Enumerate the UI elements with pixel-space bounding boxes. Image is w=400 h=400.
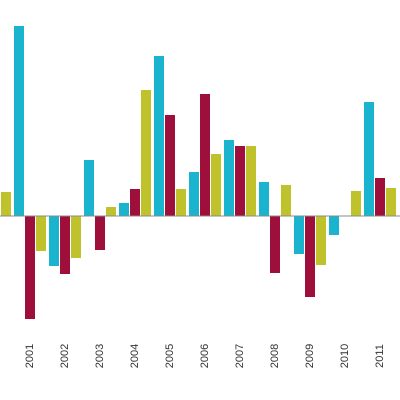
x-tick-label-2011: 2011 (374, 344, 386, 368)
bar-2009-series-1 (294, 216, 304, 254)
x-tick-label-2002: 2002 (59, 344, 71, 368)
x-tick-label-2005: 2005 (164, 344, 176, 368)
bar-2002-series-1 (49, 216, 59, 266)
bar-2007-series-2 (235, 146, 245, 216)
bar-2004-series-2 (130, 189, 140, 216)
x-tick-label-2000: 2000 (0, 344, 1, 368)
x-tick-label-2010: 2010 (339, 344, 351, 368)
bar-2005-series-3 (176, 189, 186, 216)
bar-2001-series-3 (36, 216, 46, 251)
x-tick-label-2008: 2008 (269, 344, 281, 368)
bar-2000-series-3 (1, 192, 11, 216)
bar-2009-series-3 (316, 216, 326, 265)
bar-2011-series-1 (364, 102, 374, 216)
bars-group (1, 26, 396, 319)
bar-2006-series-2 (200, 94, 210, 216)
bar-2007-series-3 (246, 146, 256, 216)
x-tick-labels: 2000 2001 2002 2003 2004 2005 2006 2007 2008 2009… (0, 344, 386, 368)
bar-2005-series-1 (154, 56, 164, 216)
bar-2003-series-3 (106, 207, 116, 216)
bar-2006-series-3 (211, 154, 221, 216)
bar-2008-series-3 (281, 185, 291, 216)
bar-2002-series-3 (71, 216, 81, 258)
bar-2008-series-1 (259, 182, 269, 216)
bar-2011-series-3 (386, 188, 396, 216)
bar-2009-series-2 (305, 216, 315, 297)
x-tick-label-2004: 2004 (129, 344, 141, 368)
x-tick-label-2009: 2009 (304, 344, 316, 368)
bar-2004-series-1 (119, 203, 129, 216)
x-tick-label-2006: 2006 (199, 344, 211, 368)
bar-2004-series-3 (141, 90, 151, 216)
bar-2010-series-1 (329, 216, 339, 235)
bar-2005-series-2 (165, 115, 175, 216)
bar-2003-series-2 (95, 216, 105, 250)
bar-2008-series-2 (270, 216, 280, 273)
x-tick-label-2007: 2007 (234, 344, 246, 368)
x-tick-label-2001: 2001 (24, 344, 36, 368)
bar-2011-series-2 (375, 178, 385, 216)
bar-2007-series-1 (224, 140, 234, 216)
bar-2003-series-1 (84, 160, 94, 216)
bar-2001-series-2 (25, 216, 35, 319)
bar-2002-series-2 (60, 216, 70, 274)
x-tick-label-2003: 2003 (94, 344, 106, 368)
bar-2001-series-1 (14, 26, 24, 216)
bar-2006-series-1 (189, 172, 199, 216)
bar-2010-series-3 (351, 191, 361, 216)
